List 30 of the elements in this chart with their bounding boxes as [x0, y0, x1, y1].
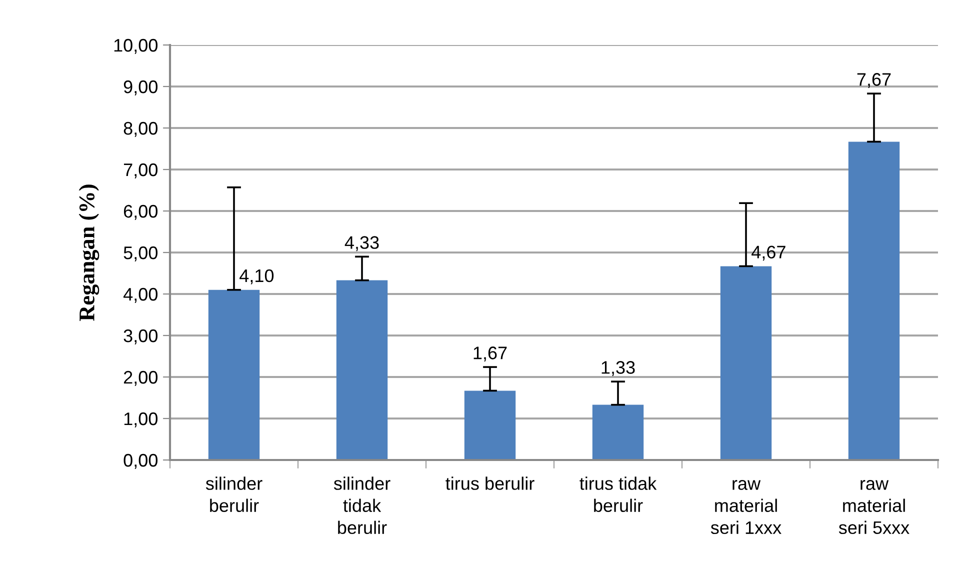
data-label: 4,10	[240, 269, 274, 284]
data-label: 4,67	[752, 246, 786, 261]
y-tick-label: 2,00	[124, 370, 158, 386]
data-label: 1,67	[474, 346, 507, 362]
x-tick-label: silinder berulir	[206, 476, 262, 512]
bar	[336, 280, 388, 460]
bar	[720, 266, 772, 460]
x-tick-label: tirus tidak berulir	[580, 476, 657, 512]
y-tick-label: 6,00	[124, 204, 158, 220]
y-tick-label: 8,00	[124, 122, 158, 137]
data-label: 4,33	[344, 236, 379, 252]
y-tick-label: 5,00	[124, 246, 158, 262]
y-axis-title: Regangan (%)	[78, 184, 100, 321]
y-tick-label: 9,00	[124, 80, 158, 96]
bar	[848, 142, 900, 460]
y-tick-label: 1,00	[124, 412, 158, 428]
x-tick-label: tirus berulir	[446, 476, 534, 490]
y-tick-label: 10,00	[114, 38, 158, 54]
data-label: 7,67	[857, 73, 891, 88]
x-tick-label: raw material seri 5xxx	[838, 480, 910, 534]
y-tick-label: 3,00	[124, 329, 158, 344]
bar	[592, 404, 644, 460]
data-label: 1,33	[602, 361, 635, 376]
y-tick-label: 0,00	[124, 454, 158, 469]
y-tick-label: 4,00	[123, 288, 158, 303]
bar	[208, 290, 260, 460]
y-tick-label: 7,00	[124, 163, 158, 178]
x-tick-label: silinder tidak berulir	[334, 476, 390, 534]
bar	[464, 390, 516, 460]
x-tick-label: raw material seri 1xxx	[710, 480, 782, 534]
